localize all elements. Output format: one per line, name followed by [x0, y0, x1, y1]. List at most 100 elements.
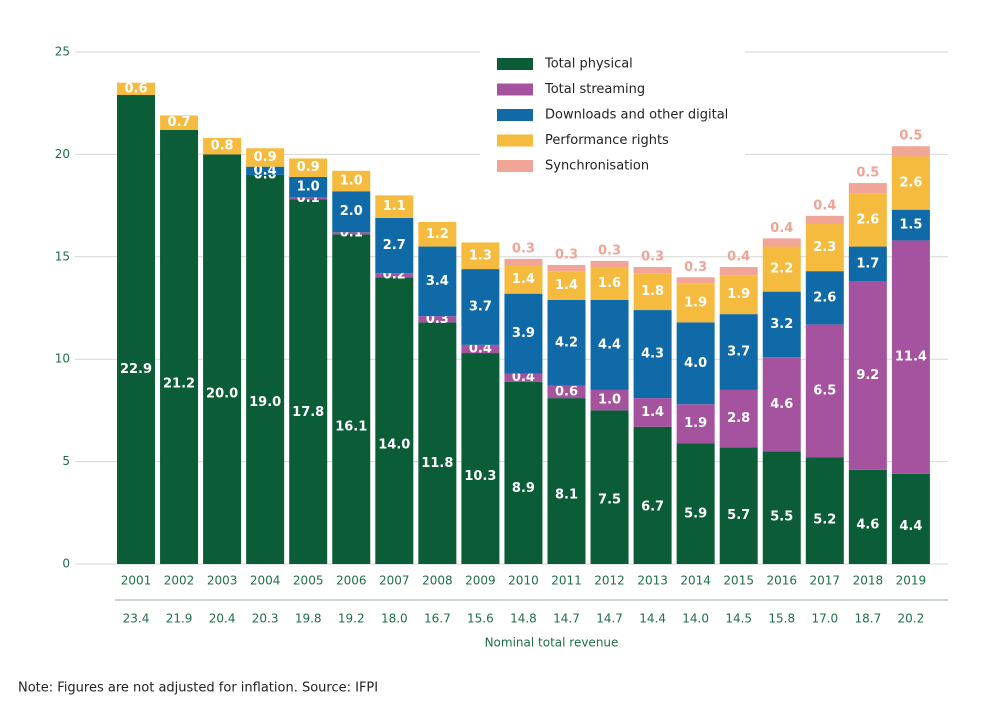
- bar-segment: [547, 299, 586, 386]
- bar-segment: [848, 281, 887, 470]
- bar-segment: [418, 316, 457, 323]
- bar-segment: [762, 357, 801, 452]
- x-tick-label: 2018: [853, 574, 884, 588]
- data-label: 0.3: [555, 247, 578, 262]
- data-label: 11.8: [421, 456, 453, 471]
- bar-segment: [418, 221, 457, 247]
- bar-segment: [633, 398, 672, 427]
- total-label: 14.7: [553, 612, 580, 626]
- x-tick-label: 2016: [766, 574, 797, 588]
- data-label: 1.6: [598, 276, 621, 291]
- x-tick-label: 2012: [594, 574, 625, 588]
- data-label: 0.9: [254, 150, 277, 165]
- data-label: 3.7: [727, 345, 750, 360]
- bar-segment: [590, 267, 629, 300]
- total-label: 18.0: [381, 612, 408, 626]
- total-label: 20.2: [898, 612, 925, 626]
- legend-label: Downloads and other digital: [545, 108, 728, 123]
- data-label: 17.8: [292, 405, 324, 420]
- bar-segment: [805, 457, 844, 564]
- total-label: 14.5: [725, 612, 752, 626]
- total-label: 20.3: [252, 612, 279, 626]
- data-label: 1.5: [899, 218, 922, 233]
- data-label: 2.6: [899, 176, 922, 191]
- data-label: 22.9: [120, 362, 152, 377]
- data-label: 0.3: [512, 241, 535, 256]
- bar-segment: [289, 197, 328, 200]
- data-label: 7.5: [598, 493, 621, 508]
- data-label: 19.0: [249, 395, 281, 410]
- bar-segment: [676, 443, 715, 564]
- bar-segment: [418, 246, 457, 317]
- bar-segment: [504, 373, 543, 382]
- data-label: 1.9: [684, 295, 707, 310]
- legend-swatch: [497, 58, 533, 70]
- bar-segment: [246, 148, 285, 167]
- x-tick-label: 2015: [723, 574, 754, 588]
- data-label: 2.6: [813, 290, 836, 305]
- bar-segment: [504, 264, 543, 294]
- bar-segment: [848, 183, 887, 194]
- bar-segment: [547, 398, 586, 564]
- data-label: 4.6: [770, 397, 793, 412]
- data-label: 0.4: [469, 341, 492, 356]
- bar-segment: [848, 193, 887, 247]
- data-label: 4.0: [684, 356, 707, 371]
- bar-segment: [676, 404, 715, 444]
- bar-segment: [848, 469, 887, 564]
- data-label: 16.1: [335, 420, 367, 435]
- bar-segment: [547, 264, 586, 272]
- bar-segment: [375, 217, 414, 274]
- legend-label: Total streaming: [544, 82, 645, 97]
- data-label: 0.5: [899, 129, 922, 144]
- bar-segment: [676, 322, 715, 405]
- bar-segment: [719, 275, 758, 315]
- total-label: 19.2: [338, 612, 365, 626]
- bar-segment: [375, 277, 414, 564]
- bar-segment: [633, 426, 672, 564]
- bar-segment: [891, 156, 930, 210]
- x-tick-label: 2003: [207, 574, 238, 588]
- legend-swatch: [497, 134, 533, 147]
- data-label: 1.7: [856, 256, 879, 271]
- data-label: 4.3: [641, 347, 664, 362]
- bar-segment: [805, 224, 844, 272]
- bar-segment: [848, 246, 887, 282]
- bar-segment: [590, 389, 629, 411]
- bar-segment: [676, 277, 715, 284]
- data-label: 1.4: [512, 272, 535, 287]
- y-tick-label: 5: [62, 454, 70, 468]
- bar-segment: [719, 267, 758, 276]
- bar-segment: [805, 215, 844, 225]
- x-tick-label: 2019: [896, 574, 927, 588]
- bar-segment: [633, 310, 672, 399]
- x-tick-label: 2004: [250, 574, 281, 588]
- data-label: 3.2: [770, 317, 793, 332]
- x-tick-label: 2001: [121, 574, 152, 588]
- data-label: 14.0: [378, 437, 410, 452]
- bar-segment: [762, 451, 801, 564]
- data-label: 0.4: [727, 250, 750, 265]
- bar-segment: [891, 146, 930, 157]
- data-label: 1.4: [641, 405, 664, 420]
- bar-segment: [676, 283, 715, 323]
- bar-segment: [547, 385, 586, 399]
- bar-segment: [719, 389, 758, 448]
- total-label: 14.7: [596, 612, 623, 626]
- bar-segment: [461, 269, 500, 345]
- data-label: 2.6: [856, 212, 879, 227]
- bar-segment: [375, 195, 414, 218]
- data-label: 6.7: [641, 500, 664, 515]
- bar-segment: [504, 258, 543, 265]
- total-label: 21.9: [166, 612, 193, 626]
- bar-segment: [719, 447, 758, 564]
- x-tick-label: 2017: [810, 574, 841, 588]
- x-tick-label: 2010: [508, 574, 539, 588]
- bar-segment: [203, 138, 242, 155]
- data-label: 0.6: [124, 81, 147, 96]
- bar-segment: [289, 199, 328, 564]
- data-label: 2.3: [813, 240, 836, 255]
- data-label: 0.5: [856, 166, 879, 181]
